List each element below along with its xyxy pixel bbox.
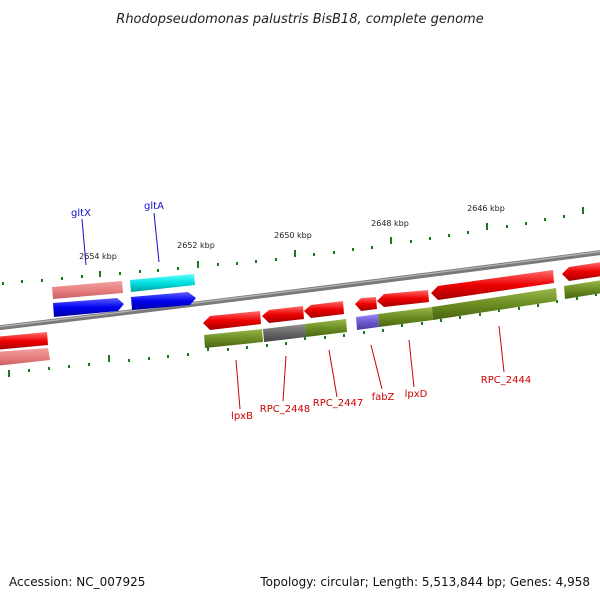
gene-lpxB[interactable]	[203, 311, 261, 330]
gene-left-reverse-rna[interactable]	[0, 348, 50, 366]
gene-fabZ[interactable]	[355, 297, 377, 311]
gene-right-feature[interactable]	[564, 280, 600, 299]
outer-tick-row	[2, 207, 584, 285]
gene-lpxD[interactable]	[377, 290, 429, 307]
gene-RPC_2448[interactable]	[262, 306, 304, 323]
kbp-label-2648: 2648 kbp	[371, 219, 409, 228]
gene-RPC_2444-feature[interactable]	[432, 288, 557, 320]
gene-gltX-rna[interactable]	[52, 281, 123, 299]
gene-lpxB-feature[interactable]	[204, 329, 263, 348]
genome-summary-text: Topology: circular; Length: 5,513,844 bp…	[259, 575, 590, 589]
label-gltX: gltX	[71, 208, 91, 219]
gene-right-reverse[interactable]	[562, 262, 600, 281]
forward-strand-features	[52, 274, 196, 317]
label-RPC_2448: RPC_2448	[260, 404, 310, 415]
gene-RPC_2444[interactable]	[431, 270, 554, 300]
label-gltA: gltA	[144, 201, 164, 212]
gene-fabZ-feature[interactable]	[356, 314, 379, 330]
label-lpxD: lpxD	[405, 389, 428, 400]
label-fabZ: fabZ	[372, 392, 395, 403]
kbp-label-2646: 2646 kbp	[467, 204, 505, 213]
genome-backbone	[0, 250, 600, 331]
label-leaders	[81, 212, 505, 410]
gene-left-reverse[interactable]	[0, 332, 48, 350]
gene-RPC_2447-feature[interactable]	[305, 319, 347, 337]
label-RPC_2444: RPC_2444	[481, 375, 531, 386]
reverse-strand-features	[0, 262, 600, 366]
gene-lpxD-feature[interactable]	[378, 307, 433, 327]
kbp-label-2652: 2652 kbp	[177, 241, 215, 250]
gene-RPC_2448-feature[interactable]	[263, 324, 306, 342]
label-lpxB: lpxB	[231, 411, 253, 422]
gene-gltA-rna[interactable]	[130, 274, 195, 292]
map-title: Rhodopseudomonas palustris BisB18, compl…	[116, 12, 483, 27]
kbp-label-2650: 2650 kbp	[274, 231, 312, 240]
kbp-label-2654: 2654 kbp	[79, 252, 117, 261]
gene-RPC_2447[interactable]	[304, 301, 344, 318]
gene-gltX[interactable]	[53, 298, 124, 317]
gene-gltA[interactable]	[131, 292, 196, 310]
accession-text: Accession: NC_007925	[9, 575, 145, 589]
label-RPC_2447: RPC_2447	[313, 398, 363, 409]
